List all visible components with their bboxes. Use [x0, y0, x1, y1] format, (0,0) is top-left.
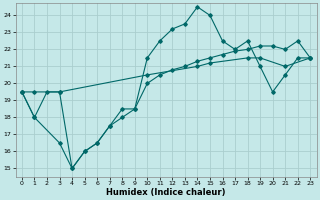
X-axis label: Humidex (Indice chaleur): Humidex (Indice chaleur): [106, 188, 226, 197]
